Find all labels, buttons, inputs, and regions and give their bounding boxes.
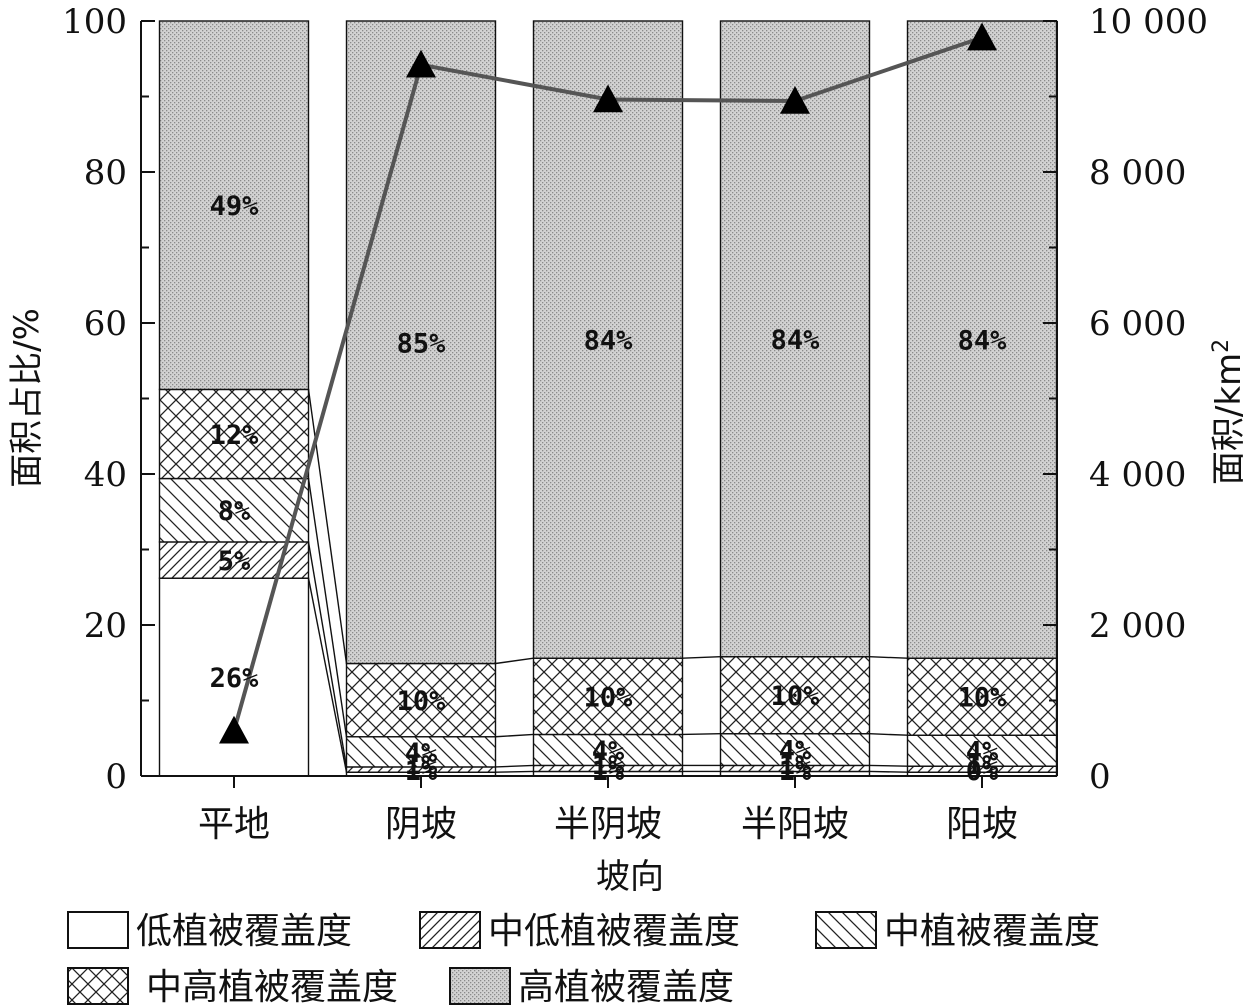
connector-line (307, 578, 348, 773)
segment-label: 84% (771, 325, 821, 356)
segment-label: 1% (966, 750, 999, 781)
y2-axis-title: 面积/km2 (1209, 339, 1249, 485)
segment-label: 49% (210, 191, 260, 222)
bar-segment (719, 20, 871, 658)
connector-line (869, 733, 908, 736)
legend-label: 中低植被覆盖度 (488, 911, 740, 952)
y-tick-label: 80 (84, 153, 127, 193)
y2-tick-label: 6 000 (1089, 304, 1186, 344)
legend-swatch (67, 911, 129, 949)
bar-segment (345, 20, 497, 665)
bar-segment (719, 733, 871, 767)
x-axis-title: 坡向 (596, 857, 664, 897)
x-tick-label: 阴坡 (385, 804, 457, 845)
y2-tick-label: 0 (1089, 757, 1111, 797)
x-tick-label: 阳坡 (946, 804, 1018, 845)
connector-line (495, 770, 534, 773)
segment-label: 84% (584, 326, 634, 357)
connector-line (682, 733, 721, 736)
segment-label: 0% (966, 756, 999, 787)
triangle-marker (406, 49, 436, 78)
segment-label: 4% (405, 738, 438, 769)
triangle-marker (219, 715, 249, 744)
legend-label: 高植被覆盖度 (518, 967, 734, 1008)
bar-segment (345, 662, 497, 738)
y-axis-title: 面积占比/% (7, 308, 47, 488)
segment-label: 4% (779, 736, 812, 767)
bar-segment (719, 656, 871, 735)
legend-swatch (67, 967, 129, 1005)
x-tick-label: 平地 (198, 804, 270, 845)
segment-label: 12% (210, 420, 260, 451)
y2-axis-title-superscript: 2 (1209, 339, 1234, 353)
connector-line (869, 770, 908, 773)
bar-segment (158, 388, 310, 480)
bar-segment (906, 657, 1058, 736)
segment-label: 85% (397, 328, 447, 359)
legend-swatch (419, 911, 481, 949)
segment-label: 26% (210, 663, 260, 694)
segment-label: 10% (771, 681, 821, 712)
legend-swatch (449, 967, 511, 1005)
connector-line (495, 657, 534, 665)
triangle-marker (967, 22, 997, 51)
segment-label: 8% (218, 496, 251, 527)
bar-segment (906, 20, 1058, 659)
y-tick-label: 0 (105, 757, 127, 797)
connector-line (307, 389, 348, 664)
legend-label: 中高植被覆盖度 (146, 967, 398, 1008)
y-tick-label: 100 (62, 2, 127, 42)
segment-label: 1% (779, 756, 812, 787)
y2-tick-label: 4 000 (1089, 455, 1186, 495)
segment-label: 1% (592, 756, 625, 787)
bar-segment (532, 20, 684, 659)
segment-label: 10% (958, 683, 1008, 714)
connector-line (869, 656, 908, 659)
x-tick-label: 半阳坡 (741, 804, 849, 845)
segment-label: 4% (592, 736, 625, 767)
y-tick-label: 40 (84, 455, 127, 495)
segment-label: 1% (779, 750, 812, 781)
segment-label: 5% (218, 546, 251, 577)
legend-label: 中植被覆盖度 (884, 911, 1100, 952)
triangle-marker (780, 86, 810, 114)
y-tick-label: 60 (84, 304, 127, 344)
connector-line (495, 764, 534, 768)
triangle-marker (593, 84, 623, 113)
connector-line (682, 656, 721, 659)
x-tick-label: 半阴坡 (554, 804, 662, 845)
segment-label: 1% (592, 750, 625, 781)
segment-label: 10% (584, 682, 634, 713)
connector-line (869, 764, 908, 767)
connector-line (307, 478, 348, 737)
bar-segment (906, 734, 1058, 767)
segment-label: 1% (405, 750, 438, 781)
bar-segment (532, 657, 684, 736)
legend-swatch (815, 911, 877, 949)
y2-tick-label: 8 000 (1089, 153, 1186, 193)
bar-segment (158, 20, 310, 391)
y2-tick-label: 2 000 (1089, 606, 1186, 646)
y2-tick-label: 10 000 (1089, 2, 1208, 42)
connector-line (307, 541, 348, 768)
segment-label: 84% (958, 326, 1008, 357)
segment-label: 10% (397, 686, 447, 717)
connector-line (495, 733, 534, 738)
segment-label: 4% (966, 737, 999, 768)
segment-label: 1% (405, 756, 438, 787)
y-tick-label: 20 (84, 606, 127, 646)
legend-label: 低植被覆盖度 (136, 911, 352, 952)
